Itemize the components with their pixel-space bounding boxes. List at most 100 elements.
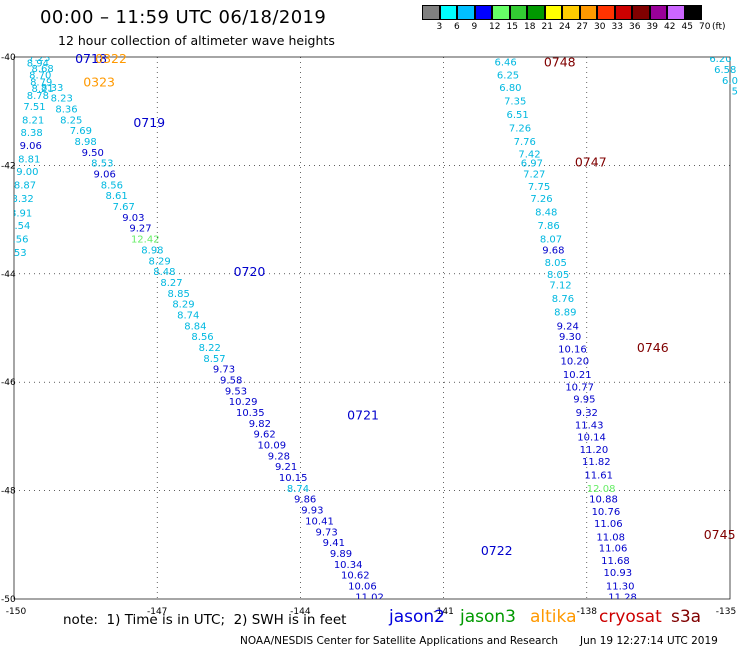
wave-height-point: 9.62	[253, 430, 275, 441]
wave-height-point: 9.32	[576, 408, 598, 419]
wave-height-point: 8.05	[545, 258, 567, 269]
credit-text: NOAA/NESDIS Center for Satellite Applica…	[240, 635, 558, 647]
wave-height-point: 6.58	[714, 65, 736, 76]
satellite-legend-s3a: s3a	[671, 607, 702, 627]
color-scale-label: 27	[576, 22, 588, 32]
satellite-legend-jason2: jason2	[389, 607, 445, 627]
time-label: 0745	[704, 527, 736, 542]
wave-height-point: 9.06	[94, 170, 116, 181]
x-tick-label: -150	[6, 607, 27, 617]
color-scale-labels: 3 6 9 12 15 18 21 24 27 30 33 36 39 42 45 70 (ft)	[422, 22, 740, 34]
color-scale-label: 30	[594, 22, 606, 32]
wave-height-point: 7.51	[23, 102, 45, 113]
color-scale-label: 45	[681, 22, 693, 32]
wave-height-point: 6.97	[521, 159, 543, 170]
color-scale-label: 15	[506, 22, 518, 32]
wave-height-point: 9.73	[213, 365, 235, 376]
wave-height-point: 8.98	[74, 137, 96, 148]
wave-height-point: 5	[732, 87, 738, 98]
x-tick-label: -138	[577, 607, 598, 617]
x-tick-label: -141	[433, 607, 453, 617]
wave-height-point: 9.68	[542, 245, 564, 256]
wave-height-point: 8.87	[14, 180, 36, 191]
time-label: 0718	[75, 51, 107, 66]
color-scale-swatch	[597, 5, 615, 20]
wave-height-point: 6.46	[495, 57, 517, 68]
wave-height-point: 10.35	[236, 408, 265, 419]
wave-height-point: 11.82	[582, 457, 611, 468]
wave-height-point: 10.15	[279, 473, 308, 484]
wave-height-point: 9.82	[249, 419, 271, 430]
wave-height-point: 9.27	[129, 224, 151, 235]
wave-height-point: 8.61	[105, 191, 127, 202]
wave-height-point: 8.23	[51, 94, 73, 105]
y-tick-label: -50	[1, 595, 16, 605]
wave-height-point: 8.32	[11, 194, 33, 205]
satellite-legend-cryosat: cryosat	[599, 607, 662, 627]
plot-frame	[13, 56, 731, 600]
wave-height-point: 8.25	[60, 115, 82, 126]
wave-height-point: 7.26	[509, 123, 531, 134]
x-tick-label: -135	[716, 607, 736, 617]
color-scale-label: 39	[646, 22, 658, 32]
color-scale-swatch	[632, 5, 650, 20]
time-label: 0748	[544, 54, 576, 69]
color-scale-swatch	[579, 5, 597, 20]
wave-height-point: 8.38	[21, 128, 43, 139]
color-scale-label: 18	[524, 22, 536, 32]
wave-height-point: 7.26	[530, 194, 552, 205]
wave-height-point: 10.06	[348, 581, 377, 592]
time-label: 0721	[347, 408, 379, 423]
wave-height-point: 9.28	[268, 451, 290, 462]
wave-height-point: 8.29	[172, 300, 194, 311]
color-scale-swatch	[667, 5, 685, 20]
wave-height-point: 7.12	[549, 281, 571, 292]
wave-height-point: 11.06	[594, 519, 623, 530]
time-label: 0322	[95, 51, 127, 66]
wave-height-point: 8.76	[552, 294, 574, 305]
color-scale-bar	[422, 5, 702, 20]
wave-height-point: 8.21	[32, 84, 54, 95]
color-scale-swatch	[439, 5, 457, 20]
grid-lines	[14, 57, 730, 599]
wave-height-point: 10.76	[592, 507, 621, 518]
time-label: 0719	[133, 115, 165, 130]
y-tick-labels: -40 -42 -44 -46 -48 -50	[1, 53, 16, 605]
wave-height-point: 12.08	[587, 484, 616, 495]
wave-height-point: 8.94	[27, 58, 49, 69]
color-scale-swatch	[649, 5, 667, 20]
wave-height-point: 10.88	[589, 495, 618, 506]
x-tick-label: -144	[290, 607, 311, 617]
satellite-legend-jason3: jason3	[460, 607, 516, 627]
generated-time: Jun 19 12:27:14 UTC 2019	[580, 635, 718, 647]
wave-height-point: 10.34	[334, 560, 363, 571]
wave-height-point: 9.00	[16, 167, 38, 178]
wave-height-point: 9.89	[330, 549, 352, 560]
wave-height-point: 10.62	[341, 571, 370, 582]
wave-height-point: 8.81	[18, 154, 40, 165]
color-scale-label: 12	[489, 22, 501, 32]
wave-height-point: 10.21	[563, 370, 592, 381]
color-scale-swatch	[457, 5, 475, 20]
chart-subtitle: 12 hour collection of altimeter wave hei…	[58, 33, 335, 48]
color-scale-swatch	[422, 5, 440, 20]
satellite-legend-altika: altika	[530, 607, 577, 627]
wave-height-point: 6.25	[497, 70, 519, 81]
wave-height-point: 8.78	[27, 91, 49, 102]
time-label: 0323	[83, 74, 115, 89]
color-scale-swatch	[544, 5, 562, 20]
color-scale-swatch	[492, 5, 510, 20]
wave-height-values: 7.238.948.688.708.798.218.787.518.218.38…	[10, 57, 738, 599]
color-scale-label: 9	[471, 22, 478, 32]
y-tick-label: -42	[1, 161, 16, 171]
wave-height-point: 8.91	[10, 209, 32, 220]
wave-height-point: 9.93	[301, 506, 323, 517]
wave-height-point: 8.74	[177, 310, 199, 321]
wave-height-point: 8.84	[184, 321, 206, 332]
wave-height-point: 9.53	[225, 386, 247, 397]
color-scale-label: 70	[699, 22, 711, 32]
wave-height-point: 7.35	[504, 96, 526, 107]
wave-height-point: 10.41	[305, 516, 334, 527]
